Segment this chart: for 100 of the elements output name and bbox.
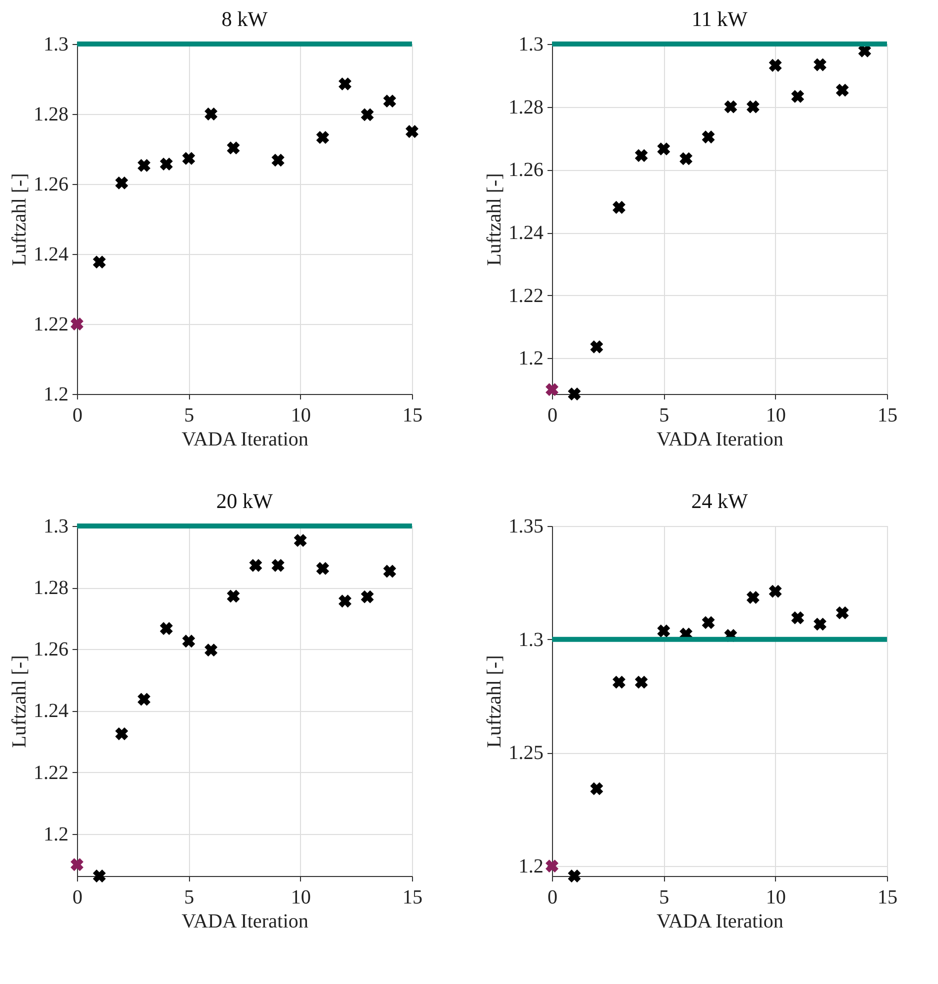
y-tick-label: 1.28 — [34, 104, 68, 126]
x-tick-label: 0 — [72, 886, 82, 908]
x-tick-label: 5 — [184, 886, 194, 908]
y-tick-label: 1.2 — [44, 384, 68, 406]
y-tick-label: 1.25 — [508, 742, 544, 764]
point — [138, 158, 150, 172]
y-tick-label: 1.2 — [518, 856, 544, 878]
y-axis-title: Luftzahl [-] — [484, 655, 506, 748]
point — [612, 200, 626, 214]
point — [657, 142, 670, 156]
y-tick-label: 1.2 — [44, 823, 68, 846]
point — [182, 634, 196, 648]
point — [338, 77, 352, 90]
point — [70, 318, 84, 330]
x-axis-title: VADA Iteration — [656, 910, 784, 932]
chart-title: 20 kW — [216, 489, 273, 513]
y-tick-label: 1.3 — [518, 628, 544, 651]
point — [590, 782, 604, 796]
point — [680, 152, 692, 166]
point — [768, 58, 782, 72]
point — [138, 692, 150, 706]
y-tick-label: 1.3 — [44, 34, 68, 56]
point — [226, 141, 240, 154]
y-axis-title: Luftzahl [-] — [484, 173, 506, 266]
point — [634, 149, 648, 162]
point — [249, 558, 262, 572]
x-tick-label: 0 — [72, 404, 82, 426]
y-tick-label: 1.22 — [34, 314, 68, 336]
point — [546, 860, 558, 872]
point — [360, 108, 374, 122]
chart-title: 8 kW — [221, 7, 268, 31]
point — [115, 727, 128, 740]
x-tick-label: 10 — [290, 404, 311, 426]
point — [406, 125, 418, 138]
point — [590, 340, 604, 354]
point — [115, 176, 128, 190]
point — [836, 606, 849, 620]
x-axis-title: VADA Iteration — [656, 428, 784, 450]
y-tick-label: 1.24 — [508, 222, 544, 244]
point — [791, 611, 804, 624]
y-tick-label: 1.3 — [518, 34, 544, 56]
point — [383, 564, 396, 578]
point — [160, 622, 173, 635]
point — [272, 558, 284, 572]
y-tick-label: 1.22 — [34, 762, 68, 784]
y-tick-label: 1.26 — [34, 174, 68, 196]
x-tick-label: 5 — [184, 404, 194, 426]
y-tick-label: 1.28 — [508, 96, 544, 118]
point — [383, 94, 396, 108]
chart-title: 24 kW — [691, 489, 748, 513]
y-tick-label: 1.26 — [34, 638, 68, 661]
point — [182, 152, 196, 165]
point — [814, 618, 826, 631]
point — [836, 84, 849, 97]
point — [568, 870, 581, 882]
point — [204, 108, 218, 120]
point — [360, 590, 374, 604]
point — [657, 624, 670, 638]
y-tick-label: 1.26 — [508, 159, 544, 182]
x-tick-label: 15 — [402, 404, 422, 426]
y-tick-label: 1.22 — [508, 284, 544, 307]
y-tick-label: 1.28 — [34, 577, 68, 600]
x-tick-label: 5 — [659, 886, 670, 908]
point — [546, 383, 558, 396]
point — [92, 870, 106, 882]
x-tick-label: 15 — [878, 886, 898, 908]
y-axis-title: Luftzahl [-] — [8, 655, 30, 748]
point — [612, 676, 626, 689]
point — [634, 676, 648, 689]
point — [294, 534, 307, 547]
point — [702, 130, 715, 144]
point — [226, 590, 240, 603]
point — [316, 130, 330, 144]
y-tick-label: 1.24 — [34, 700, 68, 722]
point — [702, 616, 715, 630]
x-tick-label: 10 — [290, 886, 311, 908]
point — [746, 100, 760, 114]
chart-title: 11 kW — [692, 7, 748, 31]
point — [92, 256, 106, 269]
point — [568, 388, 581, 400]
point — [791, 90, 804, 103]
y-tick-label: 1.24 — [34, 244, 68, 266]
point — [204, 644, 218, 657]
point — [338, 594, 352, 608]
x-tick-label: 5 — [659, 404, 670, 426]
point — [272, 154, 284, 167]
y-tick-label: 1.2 — [518, 348, 544, 370]
x-axis-title: VADA Iteration — [182, 910, 308, 932]
point — [160, 158, 173, 171]
x-tick-label: 0 — [548, 404, 558, 426]
point — [724, 100, 738, 114]
point — [814, 58, 826, 72]
x-tick-label: 10 — [766, 886, 786, 908]
y-tick-label: 1.3 — [44, 516, 68, 538]
point — [316, 562, 330, 575]
x-tick-label: 10 — [766, 404, 786, 426]
point — [70, 858, 84, 872]
x-tick-label: 15 — [402, 886, 422, 908]
x-tick-label: 0 — [548, 886, 558, 908]
x-axis-title: VADA Iteration — [182, 428, 308, 450]
